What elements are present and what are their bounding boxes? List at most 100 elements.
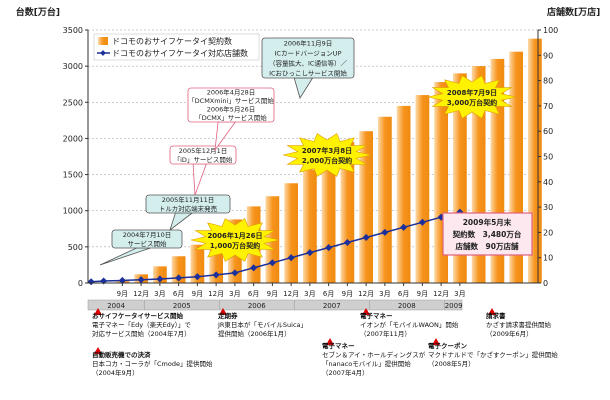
y-tick-label-left: 3000 <box>63 62 83 71</box>
burst-text: 2006年1月26日 <box>207 231 262 240</box>
bar <box>321 155 336 283</box>
x-tick-label: 3月 <box>304 290 315 298</box>
year-label: 2007 <box>323 302 341 310</box>
event-text: （2007年11月） <box>360 329 411 338</box>
legend-label-bar: ドコモのおサイフケータイ契約数 <box>112 36 232 46</box>
callout-pointer <box>99 247 151 266</box>
x-tick-label: 3月 <box>454 290 465 298</box>
bar <box>284 183 298 283</box>
callout-box <box>145 194 231 214</box>
line-point <box>306 249 314 257</box>
line-point <box>87 278 95 286</box>
callout-box <box>261 37 355 79</box>
event-marker <box>94 308 102 315</box>
x-tick-label: 3月 <box>154 290 165 298</box>
callouts: 2004年7月10日サービス開始2005年11月11日トルカ対応端末発売2005… <box>99 37 355 266</box>
callout-text: ICカードバージョンUP <box>274 50 341 58</box>
burst-text: 1,000万台契約 <box>210 241 260 250</box>
year-band <box>294 299 369 311</box>
line-point <box>250 264 258 272</box>
x-tick-label: 3月 <box>379 290 390 298</box>
y-axis-label-left: 台数[万台] <box>16 6 60 18</box>
y-axis-label-right: 店舗数[万店] <box>547 6 600 18</box>
event-text: 電子マネー「Edy（楽天Edy）」で <box>92 320 191 329</box>
line-point <box>175 274 183 282</box>
y-tick-label-right: 100 <box>543 26 558 35</box>
event-text: イオンが「モバイルWAON」開始 <box>360 320 459 329</box>
line-point <box>362 233 370 241</box>
event-text: 定期券 <box>217 311 238 320</box>
callout-text: 「iD」サービス開始 <box>174 155 233 164</box>
event-text: 電子マネー <box>360 311 393 320</box>
callout-pointer <box>169 212 194 232</box>
burst-text: 2008年7月9日 <box>447 88 497 97</box>
event-text: セブン＆アイ・ホールディングスが <box>322 350 426 359</box>
line-point <box>268 259 276 267</box>
y-tick-label-right: 10 <box>543 254 553 263</box>
year-label: 2005 <box>173 302 191 310</box>
x-tick-label: 6月 <box>323 290 334 298</box>
bar <box>171 256 186 283</box>
event-text: JR東日本が「モバイルSuica」 <box>217 320 307 329</box>
y-tick-label-left: 2000 <box>63 134 83 143</box>
legend-swatch-bar <box>98 37 108 45</box>
year-label: 2008 <box>398 302 416 310</box>
event-text: 日本コカ・コーラが「Cmode」提供開始 <box>92 359 213 368</box>
callout-text: 「DCMX」サービス開始 <box>195 113 267 122</box>
event-text: （2009年6月） <box>486 329 533 338</box>
x-tick-label: 9月 <box>117 290 128 298</box>
bar <box>359 131 373 283</box>
event-text: （2004年9月） <box>92 368 139 377</box>
callout: 2005年12月1日「iD」サービス開始 <box>169 145 237 196</box>
event-marker <box>94 347 102 354</box>
burst-shape <box>427 75 517 119</box>
y-tick-label-right: 40 <box>543 178 553 187</box>
bar <box>303 169 317 283</box>
callout-text: 2005年11月11日 <box>162 195 215 204</box>
y-tick-label-right: 30 <box>543 203 553 212</box>
line-point <box>137 276 145 284</box>
y-tick-label-right: 80 <box>543 77 553 86</box>
event-note: おサイフケータイサービス開始電子マネー「Edy（楽天Edy）」で対応サービス開始… <box>92 308 191 338</box>
event-marker <box>326 338 334 345</box>
callout-text: 2006年4月28日 <box>207 87 255 96</box>
line-point <box>343 238 351 247</box>
y-tick-label-left: 2500 <box>63 98 83 107</box>
callout-box <box>187 87 275 123</box>
callout-text: （容量拡大、IC通信等）／ <box>269 59 347 68</box>
summary-text: 店舗数 90万店舗 <box>456 241 519 251</box>
callout-pointer <box>293 77 314 99</box>
x-tick-label: 6月 <box>248 290 259 298</box>
x-tick-label: 3月 <box>229 290 240 298</box>
event-text: 電子クーポン <box>428 341 468 350</box>
summary-rect <box>442 212 533 256</box>
bar <box>190 244 205 283</box>
y-tick-label-left: 500 <box>68 243 83 252</box>
summary-text: 2009年5月末 <box>463 217 512 227</box>
bar <box>415 95 430 283</box>
line-point <box>381 228 389 236</box>
summary-text: 契約数 3,480万台 <box>452 229 522 239</box>
event-text: （2008年5月） <box>428 359 475 368</box>
event-text: 自動販売機での決済 <box>92 350 151 359</box>
bar <box>396 105 411 284</box>
line-point <box>400 223 408 231</box>
callout: 2006年11月9日 ICカードバージョンUP（容量拡大、IC通信等）／ICおひっ… <box>261 37 355 99</box>
callout-text: 2004年7月10日 <box>123 230 171 239</box>
y-tick-label-left: 1000 <box>63 207 83 216</box>
line-point <box>212 271 220 279</box>
burst-shape <box>190 218 280 262</box>
event-text: 「nanacoモバイル」提供開始 <box>322 359 411 368</box>
burst-text: 2007年3月8日 <box>302 146 352 155</box>
callout-text: 2006年11月9日 <box>284 39 332 48</box>
x-tick-label: 9月 <box>192 290 203 298</box>
year-band <box>219 299 294 311</box>
year-band <box>444 299 463 311</box>
